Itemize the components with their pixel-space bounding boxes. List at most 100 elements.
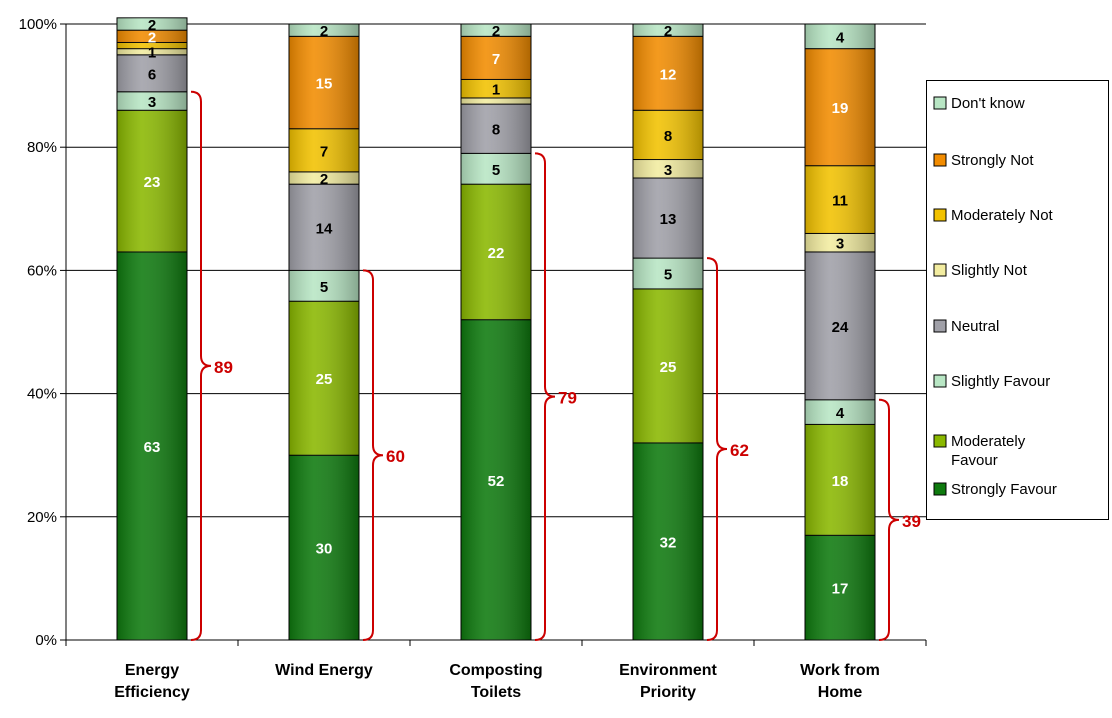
bracket-total-label: 79 [558, 389, 577, 408]
bar-segment-shade [461, 153, 531, 185]
bar-segment-shade [633, 110, 703, 160]
data-label: 32 [660, 534, 677, 551]
bar-segment-shade [117, 54, 187, 92]
data-label: 1 [148, 45, 156, 62]
bar-segment-shade [633, 442, 703, 640]
bar-segment-shade [117, 30, 187, 43]
data-label: 4 [836, 29, 845, 46]
bar-segment-shade [461, 319, 531, 640]
bar-segment-shade [805, 48, 875, 166]
data-label: 23 [144, 174, 161, 191]
favour-bracket [534, 152, 556, 641]
data-label: 18 [832, 473, 849, 490]
bar-segment-shade [289, 270, 359, 302]
data-label: 11 [832, 193, 848, 210]
data-label: 4 [836, 405, 845, 422]
legend-label: Moderately Not [951, 207, 1054, 224]
bar-segment-shade [117, 42, 187, 49]
data-label: 63 [144, 439, 161, 456]
legend-items: Don't know Strongly Not Moderately Not Slig… [933, 95, 1057, 498]
favour-bracket [878, 398, 900, 641]
legend-label: Strongly Not [951, 152, 1034, 169]
bar-segment-shade [117, 110, 187, 252]
legend-swatch-neutral [933, 319, 947, 333]
data-label: 2 [320, 171, 328, 188]
bracket-total-label: 60 [386, 447, 405, 466]
legend-label: Slightly Not [951, 262, 1028, 279]
bar-segment-shade [805, 399, 875, 425]
bar-segment-shade [633, 178, 703, 259]
legend-swatch-slightly-not [933, 263, 947, 277]
bar-segment-shade [117, 17, 187, 31]
data-label: 8 [664, 128, 672, 145]
bar-segment-shade [289, 36, 359, 129]
data-label: 30 [316, 541, 333, 558]
legend-label: Strongly Favour [951, 481, 1057, 498]
bar-segment-shade [633, 159, 703, 178]
x-category-label: Environment Priority [619, 662, 717, 701]
bar-segment-shade [633, 36, 703, 111]
legend-swatch-don-t-know [933, 96, 947, 110]
data-label: 1 [492, 82, 500, 99]
bar-segment-shade [633, 24, 703, 37]
data-label: 19 [832, 100, 849, 117]
x-category-label-line: Environment [619, 662, 717, 679]
x-category-label-line: Energy [125, 662, 179, 679]
legend-swatch-strongly-not [933, 153, 947, 167]
data-label: 8 [492, 122, 500, 139]
legend-label: Don't know [951, 95, 1025, 112]
bar-segment-shade [117, 48, 187, 55]
x-category-label-line: Composting [449, 662, 542, 679]
data-label: 5 [320, 279, 328, 296]
data-label: 3 [664, 162, 672, 179]
data-label: 2 [148, 17, 156, 34]
favour-bracket [190, 90, 212, 641]
bracket-total-label: 39 [902, 512, 921, 531]
legend-swatch-moderately-favour [933, 434, 947, 448]
x-category-label-line: Toilets [471, 684, 521, 701]
data-label: 2 [492, 23, 500, 40]
legend-label: Slightly Favour [951, 373, 1050, 390]
data-label: 2 [320, 23, 328, 40]
data-label: 22 [488, 245, 505, 262]
data-label: 5 [664, 266, 672, 283]
bar-segment-shade [805, 535, 875, 640]
bar-segment-shade [461, 97, 531, 105]
x-category-label: Composting Toilets [449, 662, 542, 701]
x-category-label-line: Work from [800, 662, 880, 679]
bar-segment-shade [805, 24, 875, 49]
x-category-label: Work from Home [800, 662, 880, 701]
legend-swatch-slightly-favour [933, 374, 947, 388]
data-label: 3 [836, 236, 844, 253]
bar-segment-shade [289, 24, 359, 37]
favour-bracket [362, 269, 384, 641]
legend-label-line: Moderately [951, 433, 1026, 450]
y-tick-label: 0% [35, 632, 57, 649]
bar-segment-shade [805, 424, 875, 536]
legend-label: Neutral [951, 318, 999, 335]
bar-segment-shade [289, 171, 359, 185]
data-label: 17 [832, 581, 849, 598]
bar-segment-shade [805, 251, 875, 400]
bar-segment-shade [117, 251, 187, 641]
bar-segment-shade [461, 184, 531, 320]
x-category-label-line: Efficiency [114, 684, 190, 701]
data-label: 25 [660, 359, 677, 376]
bar-segment-shade [289, 128, 359, 172]
bar-segment-shade [289, 301, 359, 456]
data-label: 24 [832, 319, 849, 336]
bracket-total-label: 89 [214, 358, 233, 377]
data-label: 5 [492, 162, 500, 179]
data-label: 2 [664, 23, 672, 40]
bar-segment-shade [805, 233, 875, 252]
bracket-total-label: 62 [730, 441, 749, 460]
y-tick-label: 60% [27, 262, 57, 279]
bar-segment-shade [633, 288, 703, 443]
data-label: 13 [660, 211, 677, 228]
y-tick-label: 20% [27, 509, 57, 526]
bar-segment-shade [461, 24, 531, 37]
bar-segment-shade [289, 455, 359, 640]
legend-label-line: Favour [951, 452, 998, 469]
data-label: 25 [316, 371, 333, 388]
